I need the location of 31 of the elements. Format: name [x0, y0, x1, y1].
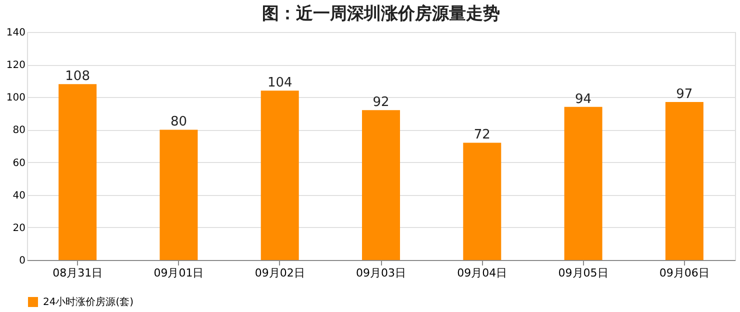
x-tick-label: 09月04日	[457, 266, 508, 280]
data-label: 80	[170, 114, 187, 130]
bar	[160, 130, 198, 260]
y-tick-label: 40	[12, 190, 26, 202]
y-tick-label: 140	[6, 28, 26, 38]
bar	[260, 90, 299, 260]
x-tick-label: 09月03日	[356, 266, 406, 280]
data-label: 72	[474, 128, 490, 143]
x-tick-label: 08月31日	[52, 266, 103, 280]
y-tick-label: 60	[12, 158, 26, 169]
bar	[58, 84, 97, 260]
data-label: 97	[676, 87, 693, 102]
legend-label: 24小时涨价房源(套)	[43, 296, 134, 308]
y-tick-label: 120	[6, 60, 26, 72]
bar	[564, 106, 602, 260]
data-label: 104	[267, 76, 292, 91]
y-tick-label: 100	[6, 92, 26, 104]
y-tick-label: 20	[12, 222, 26, 234]
y-tick-label: 80	[12, 125, 26, 136]
data-label: 94	[575, 92, 592, 107]
x-tick-label: 09月01日	[154, 266, 204, 280]
chart-title: 图：近一周深圳涨价房源量走势	[262, 4, 500, 24]
bar	[463, 142, 502, 260]
x-tick-label: 09月05日	[558, 266, 608, 280]
data-label: 92	[372, 95, 390, 110]
bar	[665, 102, 704, 260]
data-label: 108	[65, 69, 90, 84]
y-tick-label: 0	[19, 256, 26, 266]
x-tick-label: 09月06日	[659, 266, 710, 280]
x-tick-label: 09月02日	[254, 266, 305, 280]
bar	[362, 110, 400, 260]
